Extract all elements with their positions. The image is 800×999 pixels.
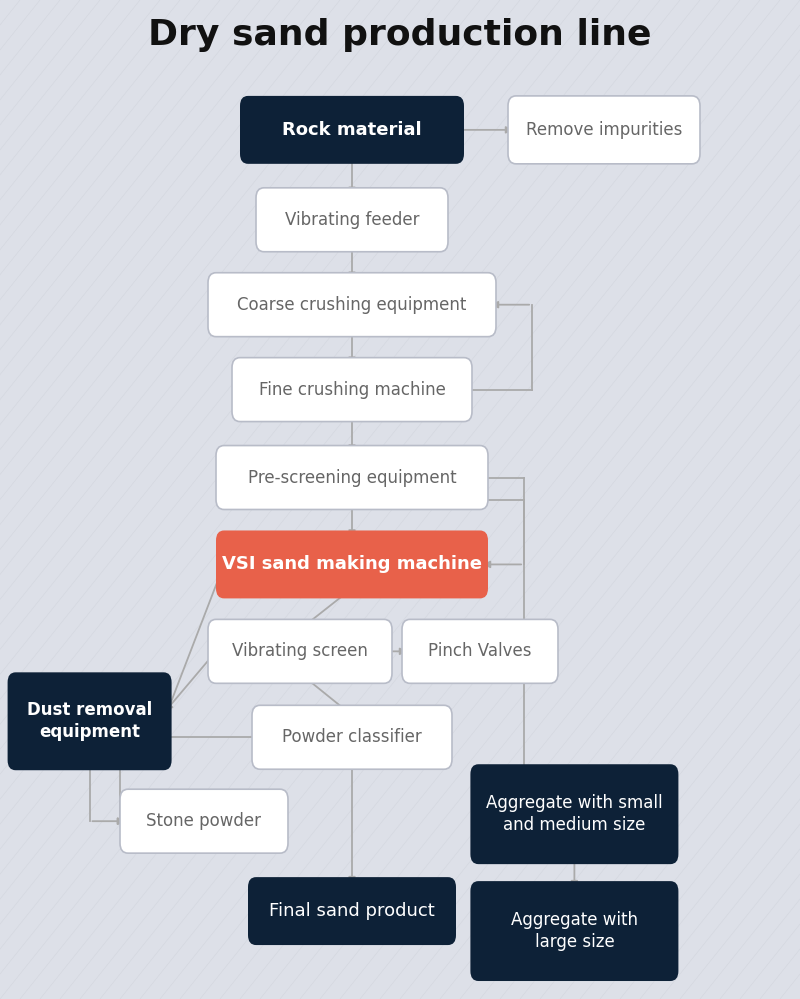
FancyBboxPatch shape — [208, 619, 392, 683]
FancyBboxPatch shape — [470, 881, 678, 981]
Text: Fine crushing machine: Fine crushing machine — [258, 381, 446, 399]
Text: Stone powder: Stone powder — [146, 812, 262, 830]
FancyBboxPatch shape — [232, 358, 472, 422]
Text: Remove impurities: Remove impurities — [526, 121, 682, 139]
Text: Aggregate with small
and medium size: Aggregate with small and medium size — [486, 794, 662, 834]
FancyBboxPatch shape — [216, 530, 488, 598]
FancyBboxPatch shape — [256, 188, 448, 252]
FancyBboxPatch shape — [470, 764, 678, 864]
FancyBboxPatch shape — [252, 705, 452, 769]
Text: Powder classifier: Powder classifier — [282, 728, 422, 746]
FancyBboxPatch shape — [120, 789, 288, 853]
Text: Coarse crushing equipment: Coarse crushing equipment — [238, 296, 466, 314]
FancyBboxPatch shape — [248, 877, 456, 945]
Text: Dust removal
equipment: Dust removal equipment — [27, 701, 152, 741]
FancyBboxPatch shape — [508, 96, 700, 164]
FancyBboxPatch shape — [216, 446, 488, 509]
Text: Dry sand production line: Dry sand production line — [148, 18, 652, 52]
FancyBboxPatch shape — [240, 96, 464, 164]
FancyBboxPatch shape — [8, 672, 171, 770]
FancyBboxPatch shape — [402, 619, 558, 683]
Text: Rock material: Rock material — [282, 121, 422, 139]
Text: VSI sand making machine: VSI sand making machine — [222, 555, 482, 573]
Text: Pinch Valves: Pinch Valves — [428, 642, 532, 660]
FancyBboxPatch shape — [208, 273, 496, 337]
Text: Vibrating feeder: Vibrating feeder — [285, 211, 419, 229]
Text: Pre-screening equipment: Pre-screening equipment — [248, 469, 456, 487]
Text: Final sand product: Final sand product — [269, 902, 435, 920]
Text: Vibrating screen: Vibrating screen — [232, 642, 368, 660]
Text: Aggregate with
large size: Aggregate with large size — [511, 911, 638, 951]
